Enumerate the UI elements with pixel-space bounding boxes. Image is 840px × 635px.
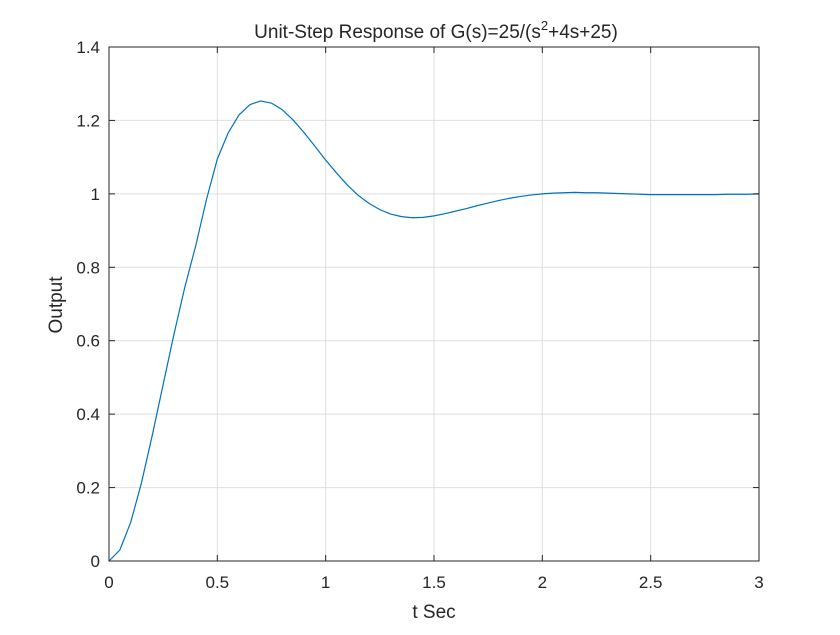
x-tick-label: 1.5 — [422, 573, 446, 592]
x-tick-label: 0 — [104, 573, 113, 592]
step-response-line — [108, 100, 760, 562]
x-tick-label: 0.5 — [206, 573, 230, 592]
title-superscript: 2 — [541, 18, 548, 33]
y-tick-label: 0.2 — [76, 479, 100, 498]
ticks — [108, 46, 760, 562]
y-tick-label: 0.4 — [76, 405, 100, 424]
y-axis-label: Output — [46, 276, 67, 334]
chart-title: Unit-Step Response of G(s)=25/(s2+4s+25) — [254, 18, 618, 43]
x-tick-label: 3 — [754, 573, 763, 592]
y-tick-label: 1.2 — [76, 111, 100, 130]
y-tick-label: 0.8 — [76, 258, 100, 277]
y-tick-label: 1.4 — [76, 38, 100, 57]
title-suffix: +4s+25) — [548, 22, 618, 43]
x-tick-label: 2 — [538, 573, 547, 592]
grid — [109, 47, 759, 561]
x-axis-label: t Sec — [412, 602, 455, 623]
x-tick-label: 2.5 — [639, 573, 663, 592]
y-tick-label: 1 — [91, 185, 100, 204]
title-prefix: Unit-Step Response of G(s)=25/(s — [254, 22, 541, 43]
x-tick-label: 1 — [321, 573, 330, 592]
tick-labels: 0 0.5 1 1.5 2 2.5 3 0 0.2 0.4 0.6 0.8 1 1.2 1.4 — [76, 38, 763, 592]
y-tick-label: 0 — [91, 552, 100, 571]
series-layer — [108, 100, 760, 562]
y-tick-label: 0.6 — [76, 332, 100, 351]
